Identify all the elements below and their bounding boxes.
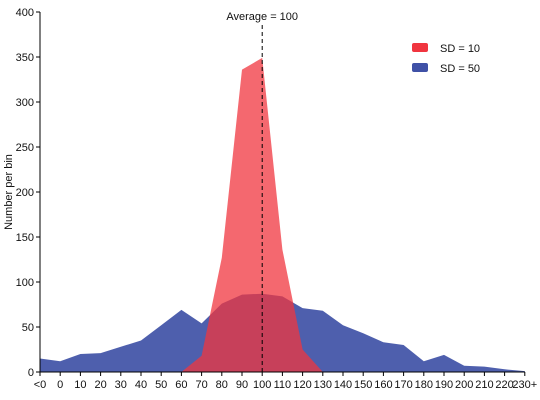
x-tick-label: 200: [455, 379, 473, 391]
x-tick-label: 230+: [512, 379, 537, 391]
y-axis-title: Number per bin: [3, 154, 15, 230]
x-tick-label: 120: [293, 379, 311, 391]
x-tick-label: 130: [314, 379, 332, 391]
x-tick-label: 90: [236, 379, 248, 391]
x-tick-label: 140: [334, 379, 352, 391]
y-tick-label: 350: [16, 52, 34, 64]
x-tick-label: 150: [354, 379, 372, 391]
x-tick-label: 0: [57, 379, 63, 391]
x-tick-label: 210: [475, 379, 493, 391]
y-tick-label: 250: [16, 142, 34, 154]
legend-swatch-sd50: [412, 63, 428, 72]
x-tick-label: 10: [74, 379, 86, 391]
legend: SD = 10 SD = 50: [412, 43, 480, 75]
area-series-sd10: [181, 57, 323, 373]
x-tick-label: 70: [195, 379, 207, 391]
x-tick-label: 20: [94, 379, 106, 391]
x-tick-label: 80: [216, 379, 228, 391]
y-tick-label: 200: [16, 187, 34, 199]
legend-label-sd50: SD = 50: [440, 63, 480, 75]
series-areas: [40, 57, 525, 373]
average-annotation: Average = 100: [226, 11, 298, 23]
y-tick-label: 50: [22, 322, 34, 334]
x-tick-label: 220: [495, 379, 513, 391]
x-tick-label: 110: [274, 379, 292, 391]
y-tick-label: 0: [28, 367, 34, 379]
x-tick-label: 100: [253, 379, 271, 391]
legend-swatch-sd10: [412, 43, 428, 52]
y-tick-label: 400: [16, 7, 34, 19]
y-tick-label: 150: [16, 232, 34, 244]
x-tick-label: 190: [435, 379, 453, 391]
x-tick-label: 60: [175, 379, 187, 391]
legend-label-sd10: SD = 10: [440, 43, 480, 55]
x-tick-label: 170: [394, 379, 412, 391]
x-tick-label: 30: [115, 379, 127, 391]
x-tick-label: 180: [415, 379, 433, 391]
y-tick-label: 100: [16, 277, 34, 289]
x-tick-label: 40: [135, 379, 147, 391]
x-tick-label: <0: [34, 379, 47, 391]
x-tick-label: 50: [155, 379, 167, 391]
x-tick-label: 160: [374, 379, 392, 391]
y-tick-label: 300: [16, 97, 34, 109]
